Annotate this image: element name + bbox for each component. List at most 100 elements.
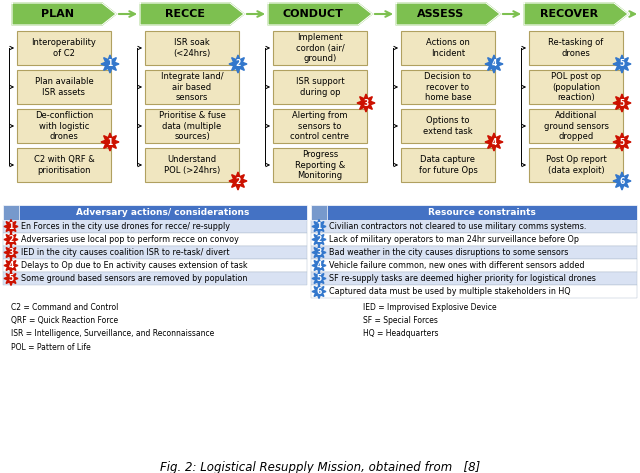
Text: Alerting from
sensors to
control centre: Alerting from sensors to control centre [291,111,349,141]
FancyBboxPatch shape [145,148,239,182]
Text: Post Op report
(data exploit): Post Op report (data exploit) [546,155,606,175]
FancyBboxPatch shape [273,31,367,65]
Text: 1: 1 [108,60,113,69]
Text: Implement
cordon (air/
ground): Implement cordon (air/ ground) [296,33,344,63]
Text: Vehicle failure common, new ones with different sensors added: Vehicle failure common, new ones with di… [329,261,584,270]
FancyBboxPatch shape [529,148,623,182]
Polygon shape [357,94,375,112]
Polygon shape [101,55,119,73]
Text: PLAN: PLAN [40,9,74,19]
FancyBboxPatch shape [145,31,239,65]
FancyBboxPatch shape [3,259,307,272]
FancyBboxPatch shape [145,109,239,143]
Text: 1: 1 [316,222,322,231]
Text: Progress
Reporting &
Monitoring: Progress Reporting & Monitoring [295,150,345,180]
Polygon shape [4,219,18,234]
Polygon shape [485,55,503,73]
Text: ISR soak
(<24hrs): ISR soak (<24hrs) [173,38,211,58]
Text: 3: 3 [8,248,13,257]
Text: 4: 4 [8,261,13,270]
FancyBboxPatch shape [311,205,637,220]
Text: 3: 3 [364,98,369,107]
Text: 4: 4 [492,138,497,147]
Text: Bad weather in the city causes disruptions to some sensors: Bad weather in the city causes disruptio… [329,248,568,257]
FancyBboxPatch shape [311,205,327,220]
Text: 2: 2 [236,176,241,185]
FancyBboxPatch shape [3,205,19,220]
Polygon shape [312,219,326,234]
Polygon shape [4,233,18,246]
FancyBboxPatch shape [145,70,239,104]
Polygon shape [312,233,326,246]
FancyBboxPatch shape [311,272,637,285]
Text: Resource constraints: Resource constraints [428,208,536,217]
Text: ASSESS: ASSESS [417,9,465,19]
Text: Actions on
Incident: Actions on Incident [426,38,470,58]
FancyBboxPatch shape [401,70,495,104]
Polygon shape [613,55,631,73]
FancyBboxPatch shape [401,148,495,182]
Text: 6: 6 [620,176,625,185]
Text: Lack of military operators to man 24hr surveillance before Op: Lack of military operators to man 24hr s… [329,235,579,244]
Text: En Forces in the city use drones for recce/ re-supply: En Forces in the city use drones for rec… [21,222,230,231]
Text: SF re-supply tasks are deemed higher priority for logistical drones: SF re-supply tasks are deemed higher pri… [329,274,596,283]
Text: Understand
POL (>24hrs): Understand POL (>24hrs) [164,155,220,175]
Polygon shape [4,245,18,260]
Text: ISR support
during op: ISR support during op [296,77,344,96]
Text: CONDUCT: CONDUCT [283,9,344,19]
Polygon shape [312,245,326,260]
Polygon shape [4,259,18,272]
FancyBboxPatch shape [3,205,307,220]
Text: Interoperability
of C2: Interoperability of C2 [31,38,97,58]
Text: 3: 3 [316,248,322,257]
FancyBboxPatch shape [3,233,307,246]
Text: POL post op
(population
reaction): POL post op (population reaction) [551,72,601,102]
Polygon shape [140,3,244,25]
Polygon shape [485,133,503,151]
FancyBboxPatch shape [529,70,623,104]
FancyBboxPatch shape [17,70,111,104]
Text: Adversaries use local pop to perform recce on convoy: Adversaries use local pop to perform rec… [21,235,239,244]
Text: Data capture
for future Ops: Data capture for future Ops [419,155,477,175]
Text: Prioritise & fuse
data (multiple
sources): Prioritise & fuse data (multiple sources… [159,111,225,141]
FancyBboxPatch shape [3,272,307,285]
Text: Fig. 2: Logistical Resupply Mission, obtained from   [8]: Fig. 2: Logistical Resupply Mission, obt… [160,461,480,473]
Text: 1: 1 [108,138,113,147]
FancyBboxPatch shape [311,285,637,298]
Text: IED in the city causes coalition ISR to re-task/ divert: IED in the city causes coalition ISR to … [21,248,230,257]
FancyBboxPatch shape [273,70,367,104]
Text: 2: 2 [316,235,322,244]
Text: Some ground based sensors are removed by population: Some ground based sensors are removed by… [21,274,248,283]
Text: Civilian contractors not cleared to use military comms systems.: Civilian contractors not cleared to use … [329,222,586,231]
FancyBboxPatch shape [401,109,495,143]
Polygon shape [613,94,631,112]
Polygon shape [268,3,372,25]
Text: Delays to Op due to En activity causes extension of task: Delays to Op due to En activity causes e… [21,261,248,270]
Polygon shape [396,3,500,25]
Text: Re-tasking of
drones: Re-tasking of drones [548,38,604,58]
FancyBboxPatch shape [401,31,495,65]
Text: C2 = Command and Control
QRF = Quick Reaction Force
ISR = Intelligence, Surveill: C2 = Command and Control QRF = Quick Rea… [11,303,214,351]
Text: Options to
extend task: Options to extend task [423,116,473,136]
FancyBboxPatch shape [17,109,111,143]
Text: 4: 4 [316,261,322,270]
Text: RECCE: RECCE [165,9,205,19]
FancyBboxPatch shape [17,148,111,182]
Polygon shape [229,172,247,190]
Text: 4: 4 [492,60,497,69]
Polygon shape [4,272,18,286]
Text: IED = Improvised Explosive Device
SF = Special Forces
HQ = Headquarters: IED = Improvised Explosive Device SF = S… [363,303,497,338]
Polygon shape [101,133,119,151]
FancyBboxPatch shape [3,220,307,233]
FancyBboxPatch shape [3,246,307,259]
Polygon shape [524,3,628,25]
Text: 2: 2 [236,60,241,69]
FancyBboxPatch shape [311,220,637,233]
FancyBboxPatch shape [273,148,367,182]
Text: C2 with QRF &
prioritisation: C2 with QRF & prioritisation [34,155,94,175]
Text: 5: 5 [620,60,625,69]
Polygon shape [229,55,247,73]
FancyBboxPatch shape [529,31,623,65]
Text: 6: 6 [316,287,322,296]
Text: Adversary actions/ considerations: Adversary actions/ considerations [76,208,250,217]
